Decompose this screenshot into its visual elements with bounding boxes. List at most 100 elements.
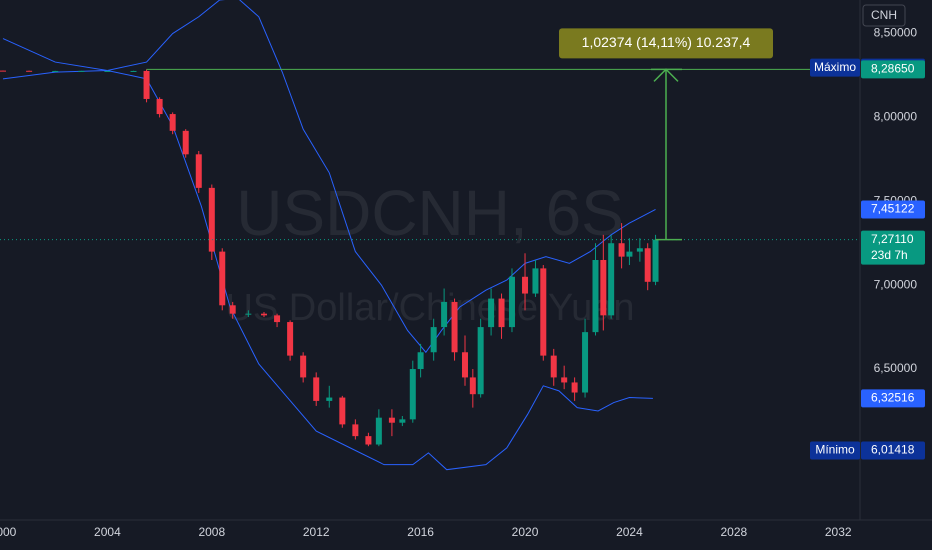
price-label: 6,01418: [871, 443, 915, 457]
candle-body: [52, 70, 59, 72]
x-tick-label: 2012: [303, 525, 330, 539]
candle: [550, 348, 557, 386]
candle-body: [78, 70, 85, 72]
candle: [409, 360, 416, 423]
candle-body: [300, 355, 307, 378]
candle: [417, 343, 424, 378]
candle: [399, 416, 406, 427]
candle: [0, 70, 6, 72]
candle-body: [652, 239, 659, 282]
candle: [592, 243, 599, 336]
candle-body: [229, 305, 236, 314]
candle: [477, 318, 484, 398]
candle: [78, 70, 85, 72]
candle-body: [365, 436, 372, 445]
candle: [571, 377, 578, 401]
candle: [156, 97, 163, 118]
price-label: 7,45122: [871, 202, 915, 216]
candle: [287, 320, 294, 361]
candle: [195, 150, 202, 193]
candle-body: [592, 260, 599, 333]
plot-area: 1,02374 (14,11%) 10.237,4: [0, 0, 860, 471]
candle: [388, 409, 395, 437]
candle-body: [477, 327, 484, 395]
candle: [326, 385, 333, 408]
candle: [143, 69, 150, 103]
candle-body: [313, 377, 320, 401]
candle-body: [399, 419, 406, 423]
x-tick-label: 2016: [407, 525, 434, 539]
candle: [261, 312, 268, 318]
candle-body: [488, 298, 495, 328]
candle: [522, 253, 529, 311]
candle-body: [582, 332, 589, 393]
candle-body: [540, 268, 547, 356]
candle-body: [532, 268, 539, 294]
candle: [208, 184, 215, 260]
candle-body: [561, 377, 568, 383]
price-tag: Mínimo: [815, 443, 855, 457]
candle-body: [182, 130, 189, 155]
candle: [636, 238, 643, 262]
candle-body: [430, 327, 437, 353]
candle: [26, 70, 33, 72]
y-tick-label: 8,00000: [874, 110, 918, 124]
candle-body: [469, 377, 476, 395]
candle: [469, 369, 476, 408]
candle-body: [571, 382, 578, 393]
candle: [652, 234, 659, 286]
candle: [582, 318, 589, 398]
candle-body: [104, 70, 111, 72]
candle-body: [388, 417, 395, 423]
candle: [644, 243, 651, 291]
price-label-box: [861, 389, 925, 408]
candle-body: [636, 248, 643, 252]
candle: [274, 313, 281, 328]
candle-body: [326, 397, 333, 401]
candle-body: [287, 322, 294, 356]
price-label-box: [861, 230, 925, 265]
symbol[interactable]: CNH: [871, 8, 897, 22]
candle: [451, 298, 458, 361]
candle-body: [143, 70, 150, 99]
watermark-subtitle: US Dollar/Chinese Yuan: [225, 287, 634, 329]
y-tick-label: 8,50000: [874, 26, 918, 40]
candle: [130, 70, 137, 72]
x-tick-label: 2028: [720, 525, 747, 539]
x-tick-label: 2020: [512, 525, 539, 539]
candle: [352, 419, 359, 440]
candle-body: [219, 251, 226, 306]
price-tag: Máximo: [814, 60, 856, 74]
candle-body: [195, 154, 202, 188]
candle: [488, 288, 495, 336]
candle-body: [600, 260, 607, 316]
candle-body: [130, 70, 137, 72]
candle-body: [522, 276, 529, 294]
candle-body: [409, 369, 416, 420]
candle: [626, 238, 633, 266]
candle-body: [508, 276, 515, 328]
countdown-label: 23d 7h: [871, 248, 908, 262]
candle-body: [0, 70, 6, 72]
candle-body: [245, 313, 252, 315]
candle: [219, 248, 226, 311]
candle: [182, 129, 189, 158]
candle: [104, 70, 111, 72]
candle: [313, 372, 320, 406]
price-label-box: [861, 60, 925, 79]
candle: [498, 293, 505, 339]
candle-body: [375, 417, 382, 445]
watermark-title: USDCNH, 6S: [236, 177, 624, 249]
x-tick-label: 2000: [0, 525, 17, 539]
symbol-box[interactable]: [862, 4, 906, 27]
candle-body: [626, 251, 633, 257]
candle: [245, 310, 252, 318]
candle: [339, 395, 346, 428]
measure-label: 1,02374 (14,11%) 10.237,4: [582, 34, 751, 50]
candle-body: [339, 397, 346, 425]
candle: [300, 352, 307, 383]
candle-body: [417, 352, 424, 370]
candle-body: [156, 98, 163, 115]
candle: [461, 335, 468, 386]
candle-body: [441, 301, 448, 328]
